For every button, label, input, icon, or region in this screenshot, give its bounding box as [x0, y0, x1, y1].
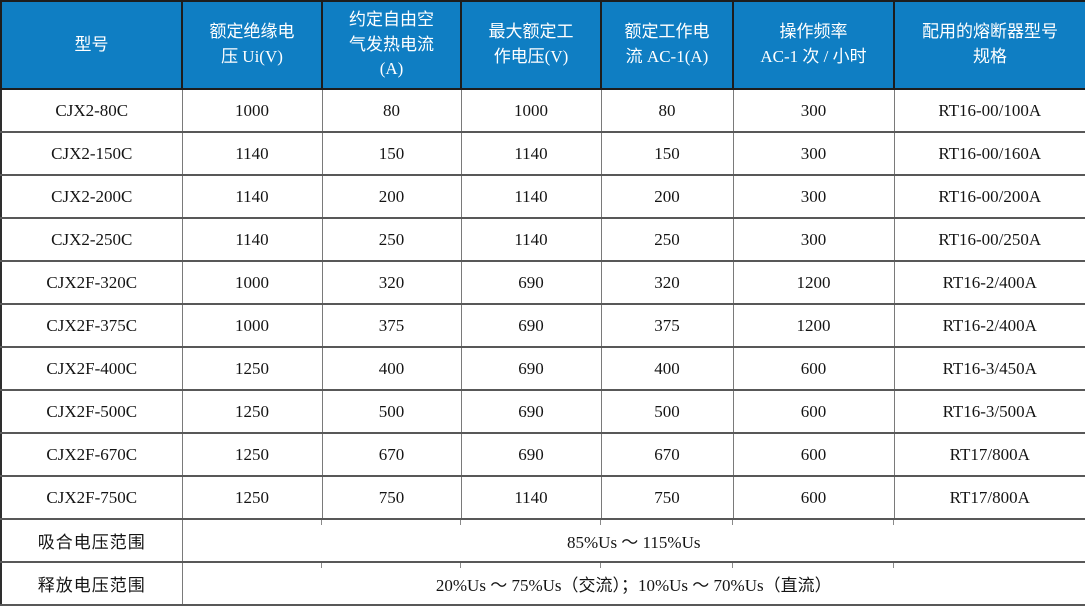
cell-model: CJX2F-750C — [0, 475, 183, 520]
cell-max-rated-working-voltage: 1140 — [460, 174, 602, 219]
cell-conventional-free-air-thermal-current: 750 — [321, 475, 462, 520]
cell-rated-working-current-ac1: 150 — [600, 131, 734, 176]
table-row: CJX2F-320C 1000 320 690 320 1200 RT16-2/400A — [0, 260, 1085, 305]
header-row: 型号 额定绝缘电 压 Ui(V) 约定自由空 气发热电流 (A) 最大额定工 作… — [0, 0, 1085, 90]
release-voltage-range-value: 20%Us ～ 75%Us（交流）；10%Us ～ 70%Us（直流） — [181, 561, 1085, 606]
cell-model: CJX2F-320C — [0, 260, 183, 305]
cell-matching-fuse-model: RT16-00/250A — [893, 217, 1085, 262]
cell-matching-fuse-model: RT16-3/500A — [893, 389, 1085, 434]
column-header-rated-working-current-ac1: 额定工作电 流 AC-1(A) — [600, 0, 734, 90]
table-row: CJX2F-400C 1250 400 690 400 600 RT16-3/450A — [0, 346, 1085, 391]
cell-matching-fuse-model: RT16-00/100A — [893, 88, 1085, 133]
cell-matching-fuse-model: RT16-00/200A — [893, 174, 1085, 219]
cell-rated-working-current-ac1: 375 — [600, 303, 734, 348]
cell-rated-working-current-ac1: 250 — [600, 217, 734, 262]
cell-conventional-free-air-thermal-current: 250 — [321, 217, 462, 262]
cell-rated-insulation-voltage: 1250 — [181, 346, 323, 391]
cell-model: CJX2-150C — [0, 131, 183, 176]
cell-matching-fuse-model: RT16-00/160A — [893, 131, 1085, 176]
pickup-voltage-range-label: 吸合电压范围 — [0, 518, 183, 563]
cell-matching-fuse-model: RT17/800A — [893, 432, 1085, 477]
cell-operating-frequency-ac1: 600 — [732, 475, 895, 520]
cell-rated-working-current-ac1: 200 — [600, 174, 734, 219]
cell-rated-insulation-voltage: 1140 — [181, 174, 323, 219]
cell-rated-working-current-ac1: 320 — [600, 260, 734, 305]
cell-rated-insulation-voltage: 1000 — [181, 88, 323, 133]
cell-rated-working-current-ac1: 670 — [600, 432, 734, 477]
cell-max-rated-working-voltage: 690 — [460, 260, 602, 305]
cell-operating-frequency-ac1: 1200 — [732, 260, 895, 305]
cell-matching-fuse-model: RT16-3/450A — [893, 346, 1085, 391]
cell-max-rated-working-voltage: 1000 — [460, 88, 602, 133]
cell-max-rated-working-voltage: 690 — [460, 389, 602, 434]
cell-conventional-free-air-thermal-current: 150 — [321, 131, 462, 176]
column-header-operating-frequency-ac1: 操作频率 AC-1 次 / 小时 — [732, 0, 895, 90]
cell-model: CJX2-250C — [0, 217, 183, 262]
cell-max-rated-working-voltage: 1140 — [460, 217, 602, 262]
table-row: CJX2-80C 1000 80 1000 80 300 RT16-00/100A — [0, 88, 1085, 133]
cell-model: CJX2F-500C — [0, 389, 183, 434]
table-row: CJX2F-375C 1000 375 690 375 1200 RT16-2/400A — [0, 303, 1085, 348]
cell-operating-frequency-ac1: 300 — [732, 131, 895, 176]
cell-model: CJX2F-400C — [0, 346, 183, 391]
cell-rated-insulation-voltage: 1140 — [181, 217, 323, 262]
table-body: CJX2-80C 1000 80 1000 80 300 RT16-00/100A CJX2-… — [0, 88, 1085, 520]
cell-rated-insulation-voltage: 1000 — [181, 303, 323, 348]
cell-max-rated-working-voltage: 1140 — [460, 475, 602, 520]
cell-model: CJX2F-375C — [0, 303, 183, 348]
table-row: CJX2F-750C 1250 750 1140 750 600 RT17/800A — [0, 475, 1085, 520]
column-header-conventional-free-air-thermal-current: 约定自由空 气发热电流 (A) — [321, 0, 462, 90]
cell-rated-insulation-voltage: 1000 — [181, 260, 323, 305]
cell-model: CJX2-200C — [0, 174, 183, 219]
cell-max-rated-working-voltage: 690 — [460, 303, 602, 348]
table-row: CJX2F-500C 1250 500 690 500 600 RT16-3/500A — [0, 389, 1085, 434]
cell-model: CJX2-80C — [0, 88, 183, 133]
column-header-matching-fuse-model: 配用的熔断器型号 规格 — [893, 0, 1085, 90]
cell-operating-frequency-ac1: 300 — [732, 217, 895, 262]
table-row: CJX2F-670C 1250 670 690 670 600 RT17/800A — [0, 432, 1085, 477]
cell-rated-working-current-ac1: 400 — [600, 346, 734, 391]
table-row: CJX2-150C 1140 150 1140 150 300 RT16-00/160A — [0, 131, 1085, 176]
column-header-rated-insulation-voltage: 额定绝缘电 压 Ui(V) — [181, 0, 323, 90]
table-row: CJX2-250C 1140 250 1140 250 300 RT16-00/250A — [0, 217, 1085, 262]
column-header-max-rated-working-voltage: 最大额定工 作电压(V) — [460, 0, 602, 90]
cell-conventional-free-air-thermal-current: 375 — [321, 303, 462, 348]
cell-rated-insulation-voltage: 1250 — [181, 432, 323, 477]
cell-conventional-free-air-thermal-current: 80 — [321, 88, 462, 133]
cell-max-rated-working-voltage: 1140 — [460, 131, 602, 176]
pickup-voltage-range-value: 85%Us ～ 115%Us — [181, 518, 1085, 563]
table-row: CJX2-200C 1140 200 1140 200 300 RT16-00/200A — [0, 174, 1085, 219]
cell-operating-frequency-ac1: 300 — [732, 174, 895, 219]
cell-conventional-free-air-thermal-current: 400 — [321, 346, 462, 391]
cell-conventional-free-air-thermal-current: 670 — [321, 432, 462, 477]
cell-max-rated-working-voltage: 690 — [460, 346, 602, 391]
cell-matching-fuse-model: RT16-2/400A — [893, 303, 1085, 348]
cell-operating-frequency-ac1: 600 — [732, 346, 895, 391]
cell-matching-fuse-model: RT17/800A — [893, 475, 1085, 520]
cell-model: CJX2F-670C — [0, 432, 183, 477]
cell-rated-working-current-ac1: 750 — [600, 475, 734, 520]
pickup-voltage-range-row: 吸合电压范围 85%Us ～ 115%Us — [0, 518, 1085, 563]
column-header-model: 型号 — [0, 0, 183, 90]
cell-rated-insulation-voltage: 1250 — [181, 475, 323, 520]
cell-matching-fuse-model: RT16-2/400A — [893, 260, 1085, 305]
cell-conventional-free-air-thermal-current: 200 — [321, 174, 462, 219]
cell-operating-frequency-ac1: 600 — [732, 389, 895, 434]
cell-conventional-free-air-thermal-current: 320 — [321, 260, 462, 305]
cell-operating-frequency-ac1: 300 — [732, 88, 895, 133]
cell-rated-working-current-ac1: 500 — [600, 389, 734, 434]
cell-rated-insulation-voltage: 1140 — [181, 131, 323, 176]
cell-operating-frequency-ac1: 600 — [732, 432, 895, 477]
cell-conventional-free-air-thermal-current: 500 — [321, 389, 462, 434]
cell-rated-insulation-voltage: 1250 — [181, 389, 323, 434]
cell-operating-frequency-ac1: 1200 — [732, 303, 895, 348]
release-voltage-range-label: 释放电压范围 — [0, 561, 183, 606]
release-voltage-range-row: 释放电压范围 20%Us ～ 75%Us（交流）；10%Us ～ 70%Us（直… — [0, 561, 1085, 606]
cell-rated-working-current-ac1: 80 — [600, 88, 734, 133]
cell-max-rated-working-voltage: 690 — [460, 432, 602, 477]
